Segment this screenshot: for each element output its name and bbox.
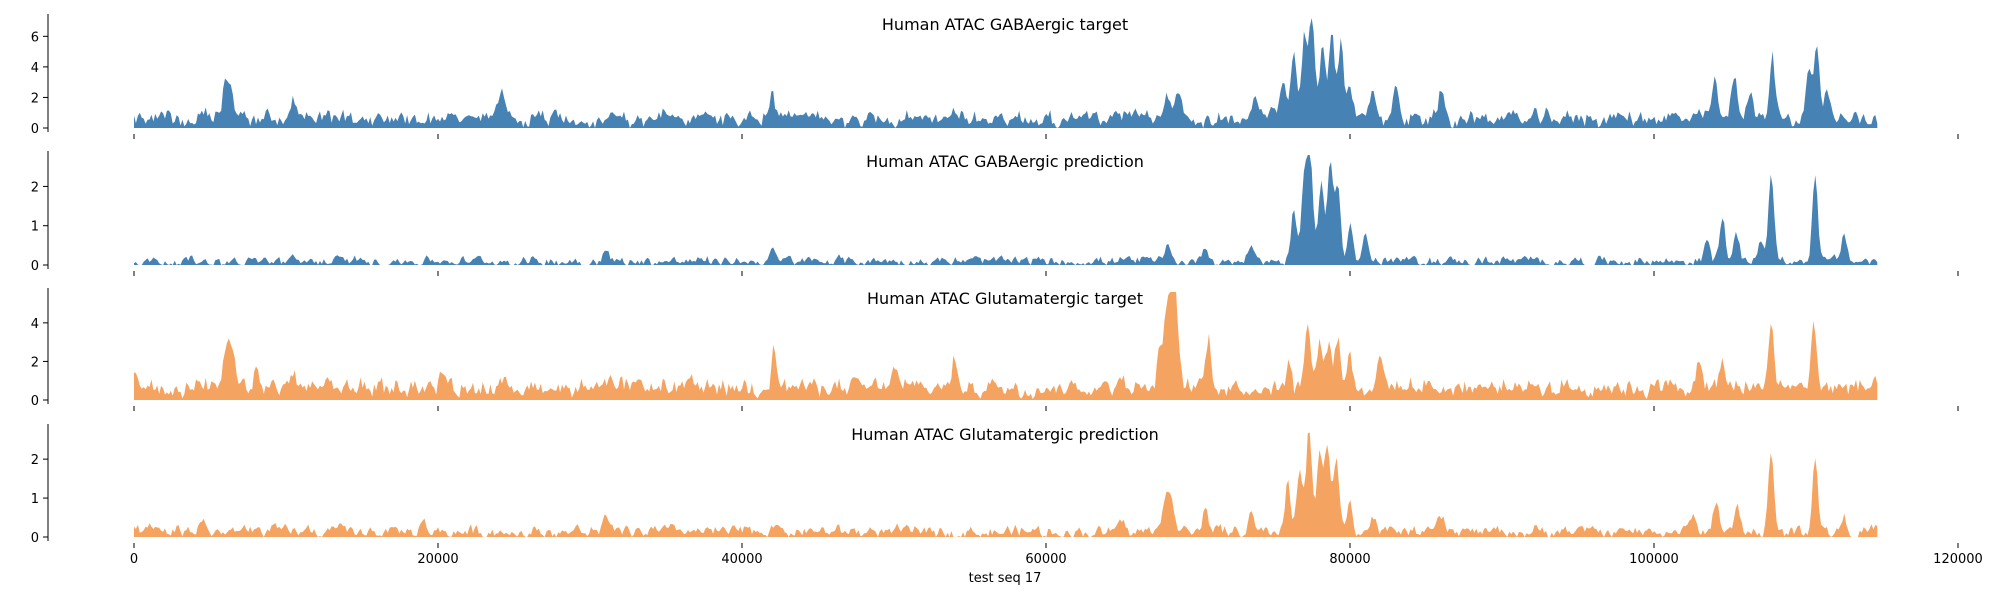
panel-2: 0 2 4 Human ATAC Glutamatergic target — [31, 288, 1959, 411]
y-tick-label-panel-1-0: 0 — [31, 259, 39, 274]
area-series-panel-3 — [134, 432, 1878, 537]
area-series-panel-2 — [134, 292, 1878, 400]
x-axis-label: test seq 17 — [969, 571, 1042, 586]
y-ticks-panel-2: 0 2 4 — [31, 317, 48, 409]
y-tick-label-panel-2-1: 2 — [31, 355, 39, 370]
y-ticks-panel-0: 0 2 4 6 — [31, 30, 48, 137]
panel-1: 0 1 2 Human ATAC GABAergic prediction — [31, 151, 1959, 276]
x-ticks-panel-2 — [133, 406, 1959, 411]
y-tick-label-panel-0-3: 6 — [31, 30, 39, 45]
y-tick-label-panel-3-2: 2 — [31, 453, 39, 468]
area-series-panel-1 — [134, 155, 1878, 265]
x-ticks-panel-0 — [133, 134, 1959, 139]
x-ticks-panel-1 — [133, 271, 1959, 276]
panel-3: 0 1 2 0 20000 40000 60000 80000 100000 120000 Hu… — [31, 424, 1983, 567]
y-tick-label-panel-3-0: 0 — [31, 531, 39, 546]
y-tick-label-panel-3-1: 1 — [31, 492, 39, 507]
y-tick-label-panel-2-0: 0 — [31, 394, 39, 409]
y-tick-label-panel-1-1: 1 — [31, 220, 39, 235]
y-tick-label-panel-0-0: 0 — [31, 122, 39, 137]
y-tick-label-panel-0-1: 2 — [31, 91, 39, 106]
x-tick-label-2: 40000 — [721, 552, 762, 567]
x-tick-label-1: 20000 — [417, 552, 458, 567]
x-tick-label-4: 80000 — [1329, 552, 1370, 567]
x-tick-label-3: 60000 — [1025, 552, 1066, 567]
x-ticks-panel-3: 0 20000 40000 60000 80000 100000 120000 — [130, 543, 1983, 567]
panel-title-1: Human ATAC GABAergic prediction — [866, 152, 1144, 171]
y-ticks-panel-1: 0 1 2 — [31, 180, 48, 274]
y-ticks-panel-3: 0 1 2 — [31, 453, 48, 546]
x-tick-label-0: 0 — [130, 552, 138, 567]
y-tick-label-panel-1-2: 2 — [31, 180, 39, 195]
y-tick-label-panel-0-2: 4 — [31, 61, 39, 76]
y-tick-label-panel-2-2: 4 — [31, 317, 39, 332]
area-series-panel-0 — [134, 18, 1878, 128]
panel-title-2: Human ATAC Glutamatergic target — [867, 289, 1143, 308]
panel-title-0: Human ATAC GABAergic target — [882, 15, 1128, 34]
panel-title-3: Human ATAC Glutamatergic prediction — [851, 425, 1159, 444]
panel-0: 0 2 4 6 Human ATAC GABAergic target — [31, 14, 1959, 139]
x-tick-label-5: 100000 — [1629, 552, 1679, 567]
x-tick-label-6: 120000 — [1933, 552, 1983, 567]
